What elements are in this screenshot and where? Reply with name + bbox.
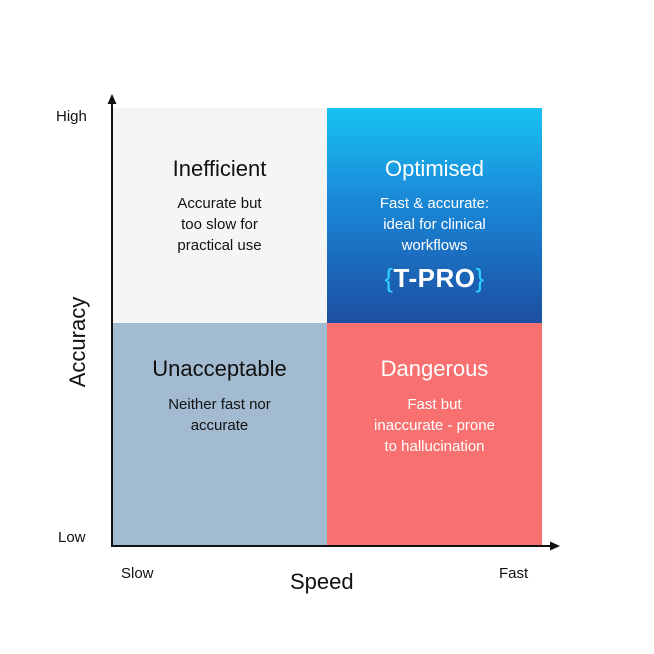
y-axis-high-label: High (56, 108, 87, 125)
quadrant-optimised: Optimised Fast & accurate: ideal for cli… (327, 108, 542, 323)
logo-brace-close: } (475, 263, 485, 293)
x-axis-arrow-icon (550, 541, 560, 551)
y-axis-low-label: Low (58, 529, 86, 546)
logo-name: T-PRO (393, 263, 476, 293)
t-pro-logo: {T-PRO} (327, 263, 542, 293)
x-axis-high-label: Fast (499, 565, 529, 582)
quadrant-description: Accurate but too slow for practical use (177, 195, 262, 254)
quadrant-description: Fast & accurate: ideal for clinical work… (379, 195, 490, 254)
y-axis-title: Accuracy (65, 296, 90, 388)
quadrant-description: Fast but inaccurate - prone to hallucina… (374, 396, 495, 455)
x-axis-low-label: Slow (121, 565, 154, 582)
y-axis-arrow-icon (107, 94, 117, 104)
quadrant-description: Neither fast nor accurate (168, 396, 271, 434)
quadrant-inefficient: Inefficient Accurate but too slow for pr… (112, 108, 327, 323)
x-axis-title: Speed (290, 569, 354, 594)
logo-brace-open: { (384, 263, 394, 293)
quadrant-title: Dangerous (380, 356, 489, 381)
quadrant-unacceptable: Unacceptable Neither fast nor accurate (112, 323, 327, 545)
quadrant-dangerous: Dangerous Fast but inaccurate - prone to… (327, 323, 542, 545)
quadrant-title: Inefficient (172, 156, 267, 181)
quadrant-title: Optimised (384, 156, 485, 181)
quadrant-title: Unacceptable (152, 356, 287, 381)
